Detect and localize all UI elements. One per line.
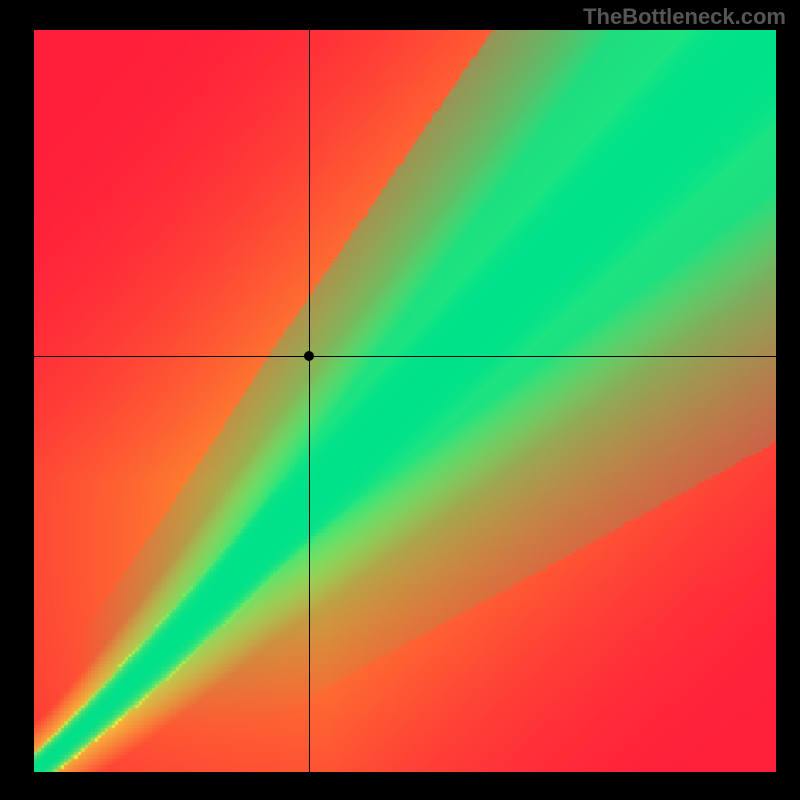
- crosshair-vertical: [309, 30, 310, 772]
- watermark-text: TheBottleneck.com: [583, 4, 786, 30]
- crosshair-marker-dot: [304, 351, 314, 361]
- plot-area: [34, 30, 776, 772]
- heatmap-canvas: [34, 30, 776, 772]
- chart-container: TheBottleneck.com: [0, 0, 800, 800]
- crosshair-horizontal: [34, 356, 776, 357]
